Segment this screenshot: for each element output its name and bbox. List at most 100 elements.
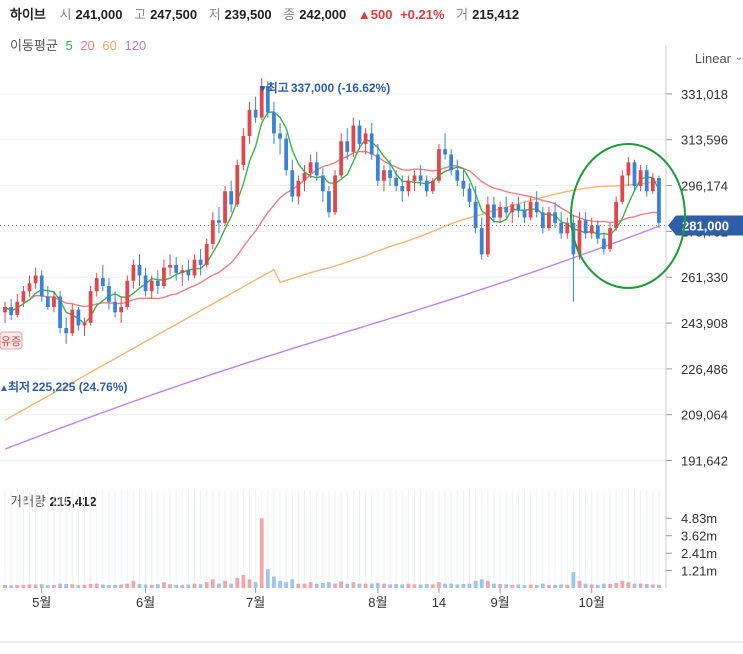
price-tick-label: 243,908 [681, 316, 728, 331]
volume-bar [418, 584, 423, 588]
candle-body [577, 220, 582, 255]
change-value: ▲500 [357, 7, 393, 22]
candle-body [589, 225, 594, 234]
volume-bar [375, 582, 380, 588]
volume-bar [82, 584, 87, 588]
price-tick-label: 313,596 [681, 133, 728, 148]
volume-bar [553, 584, 557, 588]
candle-body [39, 275, 44, 297]
candle-body [357, 125, 362, 144]
candle-body [608, 228, 612, 250]
candle-body [70, 309, 75, 334]
ma-legend-label: 이동평균 [10, 38, 58, 53]
volume-bar [485, 580, 490, 588]
volume-bar [437, 582, 441, 588]
volume-bar [333, 583, 337, 588]
volume-bar [119, 584, 124, 588]
volume-value: 215,412 [472, 7, 520, 22]
volume-bar [296, 583, 301, 588]
volume-bar [620, 580, 625, 588]
volume-bar [39, 584, 44, 588]
volume-bar [516, 584, 521, 588]
scale-mode-selector[interactable]: Linear [694, 51, 731, 66]
candle-body [528, 201, 533, 218]
candle-body [479, 228, 484, 255]
candle-body [33, 275, 38, 284]
candle-body [388, 170, 392, 179]
current-price-tag [668, 215, 743, 236]
moving-average-legend[interactable]: 이동평균 5 20 60 120 [10, 35, 150, 54]
volume-bar [602, 583, 606, 588]
volume-bar [210, 579, 215, 588]
volume-bar [382, 583, 386, 588]
date-tick-label: 9월 [490, 595, 509, 610]
volume-bar [388, 584, 392, 588]
candle-body [162, 267, 166, 286]
candle-body [333, 175, 337, 213]
price-axis: 331,018313,596296,174278,752261,330243,9… [665, 45, 728, 588]
candle-body [345, 141, 350, 152]
volume-bar [498, 583, 502, 588]
volume-bar [125, 583, 130, 588]
candle-body [461, 180, 466, 189]
volume-bar [198, 584, 203, 588]
volume-bar [424, 583, 429, 588]
candle-body [485, 204, 490, 255]
volume-bar [302, 583, 307, 588]
candle-body [278, 133, 282, 139]
candle-body [21, 291, 26, 302]
candle-body [259, 86, 264, 118]
ma120-label: 120 [124, 38, 147, 53]
candle-body [351, 125, 356, 152]
candle-body [430, 180, 435, 192]
candle-body [534, 201, 539, 213]
volume-tick-label: 2.41m [681, 546, 717, 561]
candle-body [437, 149, 441, 181]
candle-body [498, 207, 502, 218]
candle-body [198, 259, 203, 265]
stock-name: 하이브 [10, 7, 46, 22]
open-value: 241,000 [75, 7, 123, 22]
volume-tick-label: 1.21m [681, 564, 717, 579]
volume-bar [265, 569, 270, 588]
candle-body [547, 212, 551, 229]
volume-bar [137, 583, 142, 588]
volume-bar [589, 584, 594, 588]
candle-body [492, 204, 496, 218]
chevron-down-icon[interactable]: ⌄ [734, 52, 743, 63]
candle-body [131, 264, 136, 281]
volume-label: 거 [456, 7, 469, 22]
high-annotation: 최고 337,000 (-16.62%) [267, 80, 391, 95]
volume-tick-label: 4.83m [681, 511, 717, 526]
candle-body [180, 270, 185, 273]
candle-body [369, 133, 374, 155]
candle-body [143, 275, 148, 292]
candle-body [583, 220, 588, 234]
volume-bar [186, 584, 191, 588]
volume-bar [327, 582, 331, 588]
volume-bar [632, 583, 637, 588]
candle-body [149, 280, 154, 292]
volume-bar [479, 579, 484, 588]
volume-bar [443, 583, 447, 588]
date-tick-label: 8월 [368, 595, 387, 610]
volume-bar [21, 584, 26, 588]
candle-body [375, 154, 380, 181]
volume-bar [644, 583, 649, 588]
ma20-label: 20 [80, 38, 95, 53]
volume-bar [27, 584, 32, 588]
volume-bar [88, 583, 93, 588]
candle-body [113, 301, 117, 313]
candle-body [614, 201, 619, 229]
volume-bar [235, 577, 240, 588]
date-tick-label: 6월 [136, 595, 155, 610]
volume-bar [217, 583, 221, 588]
candle-body [626, 162, 631, 176]
candle-body [449, 154, 454, 171]
volume-bar [504, 584, 509, 588]
candle-body [3, 307, 7, 313]
low-label: 최저 [8, 379, 30, 394]
rights-issue-badge [0, 331, 23, 350]
high-label: 고 [134, 7, 147, 22]
